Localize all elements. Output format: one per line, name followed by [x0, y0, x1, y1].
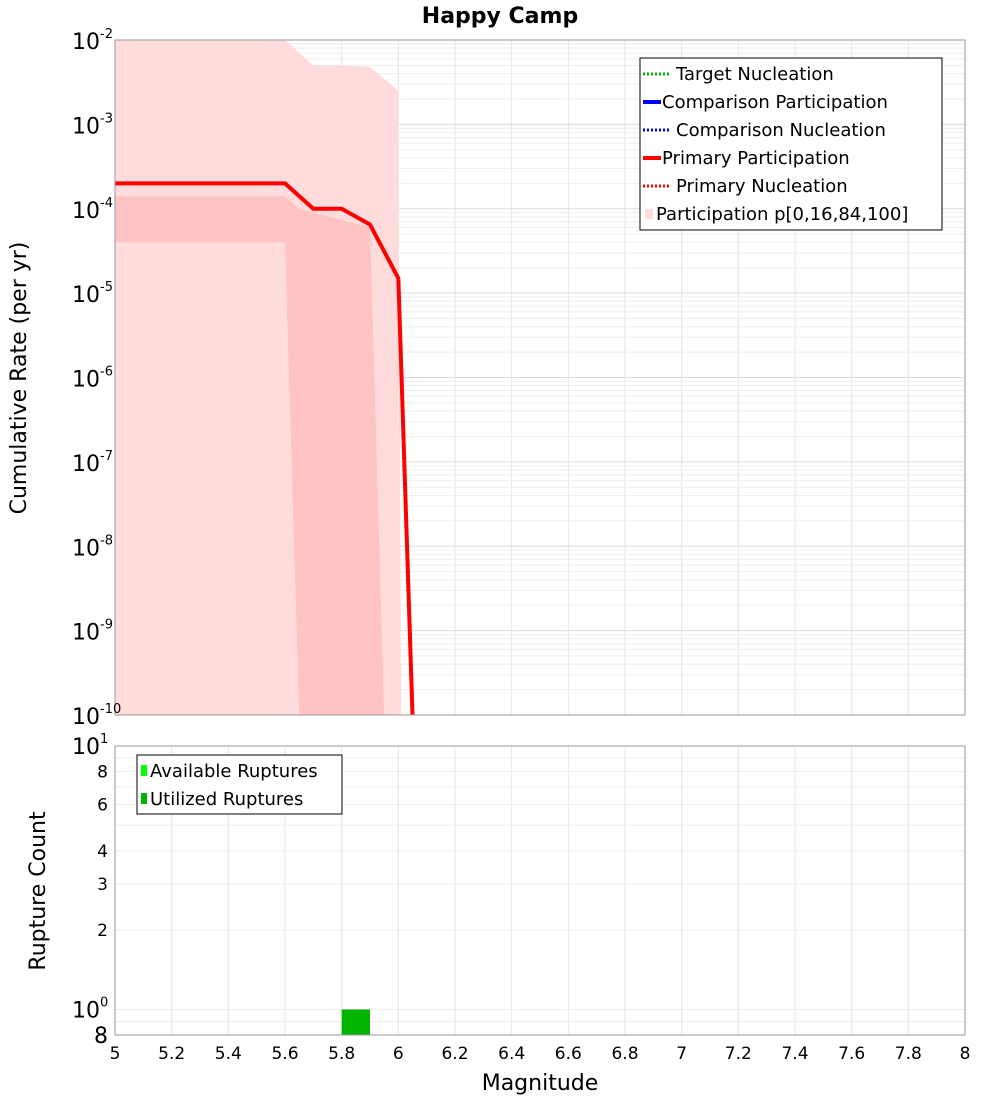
- rate-lines: [115, 181, 415, 716]
- bottom-legend-box: [136, 754, 343, 815]
- top-y-tick-label: 10-10: [72, 702, 121, 730]
- top-legend-box: [639, 57, 943, 231]
- legend-swatch: [141, 765, 147, 776]
- legend-label: Comparison Participation: [662, 92, 888, 113]
- x-tick-label: 5.4: [215, 1044, 242, 1064]
- x-tick-label: 6.8: [611, 1044, 638, 1064]
- top-y-tick-label: 10-3: [72, 111, 113, 139]
- bottom-y-tick-label: 100: [72, 995, 108, 1023]
- bottom-y-tick-label: 4: [97, 842, 108, 862]
- bottom-legend: Available Ruptures Utilized Ruptures: [136, 754, 343, 815]
- bottom-y-tick-label: 6: [97, 795, 108, 815]
- legend-label: Primary Participation: [662, 148, 850, 169]
- bottom-y-tick-label: 8: [94, 1024, 108, 1049]
- series-line-primary-participation: [115, 181, 415, 716]
- top-plot: 10-2 10-3 10-4 10-5 10-6 10-7 10-8 10-9 10-10 Cu…: [7, 27, 966, 730]
- top-plot-border: [114, 39, 966, 716]
- x-tick-label: 7: [676, 1044, 687, 1064]
- bottom-y-tick-label: 8: [97, 763, 108, 783]
- x-tick-label: 6: [393, 1044, 404, 1064]
- x-tick-label: 8: [960, 1044, 971, 1064]
- bottom-plot: 8 6 4 3 2 8 101 100 5 5.2 5.4 5.6 5.8 6 6.2 6.4 6.6 6.8 7…: [26, 732, 970, 1096]
- x-tick-label: 5.6: [271, 1044, 298, 1064]
- participation-band-inner: [115, 196, 385, 716]
- x-tick-label: 5.8: [328, 1044, 355, 1064]
- legend-label: Participation p[0,16,84,100]: [656, 204, 908, 225]
- top-legend: Target Nucleation Comparison Participatio…: [639, 57, 943, 231]
- x-tick-label: 7.4: [781, 1044, 808, 1064]
- legend-label: Comparison Nucleation: [676, 120, 886, 141]
- percentile-bands: [115, 40, 402, 716]
- legend-label: Available Ruptures: [150, 761, 318, 782]
- x-tick-label: 7.8: [895, 1044, 922, 1064]
- bottom-plot-border: [114, 745, 966, 1036]
- top-y-tick-label: 10-6: [72, 365, 113, 393]
- legend-swatch: [645, 209, 653, 219]
- legend-swatch: [141, 793, 147, 804]
- x-axis-title: Magnitude: [482, 1071, 599, 1096]
- chart-title: Happy Camp: [422, 4, 578, 29]
- top-y-tick-label: 10-7: [72, 449, 113, 477]
- bottom-y-tick-label: 101: [72, 732, 108, 760]
- legend-label: Primary Nucleation: [676, 176, 848, 197]
- top-y-tick-label: 10-4: [72, 196, 113, 224]
- bar-utilized-ruptures: [341, 1009, 370, 1035]
- x-tick-label: 7.2: [725, 1044, 752, 1064]
- x-tick-label: 6.2: [441, 1044, 468, 1064]
- top-y-tick-label: 10-9: [72, 618, 113, 646]
- x-tick-label: 5.2: [158, 1044, 185, 1064]
- top-y-tick-label: 10-5: [72, 280, 113, 308]
- legend-label: Target Nucleation: [675, 64, 834, 85]
- x-tick-label: 5: [110, 1044, 121, 1064]
- top-y-tick-label: 10-8: [72, 533, 113, 561]
- top-y-axis-title: Cumulative Rate (per yr): [7, 242, 32, 515]
- bottom-y-tick-label: 2: [97, 921, 108, 941]
- legend-label: Utilized Ruptures: [150, 789, 303, 810]
- x-tick-label: 6.4: [498, 1044, 525, 1064]
- bottom-y-axis-title: Rupture Count: [26, 811, 51, 971]
- bottom-y-tick-labels: 8 6 4 3 2 8 101 100: [72, 732, 108, 1049]
- x-tick-label: 7.6: [838, 1044, 865, 1064]
- top-y-tick-labels: 10-2 10-3 10-4 10-5 10-6 10-7 10-8 10-9 10-10: [72, 27, 121, 730]
- x-tick-label: 6.6: [555, 1044, 582, 1064]
- rupture-bars: [341, 1009, 370, 1035]
- bottom-y-tick-label: 3: [97, 875, 108, 895]
- top-y-tick-label: 10-2: [72, 27, 113, 55]
- x-tick-labels: 5 5.2 5.4 5.6 5.8 6 6.2 6.4 6.6 6.8 7 7.2 7.4 7.6 7.8 8: [110, 1044, 971, 1064]
